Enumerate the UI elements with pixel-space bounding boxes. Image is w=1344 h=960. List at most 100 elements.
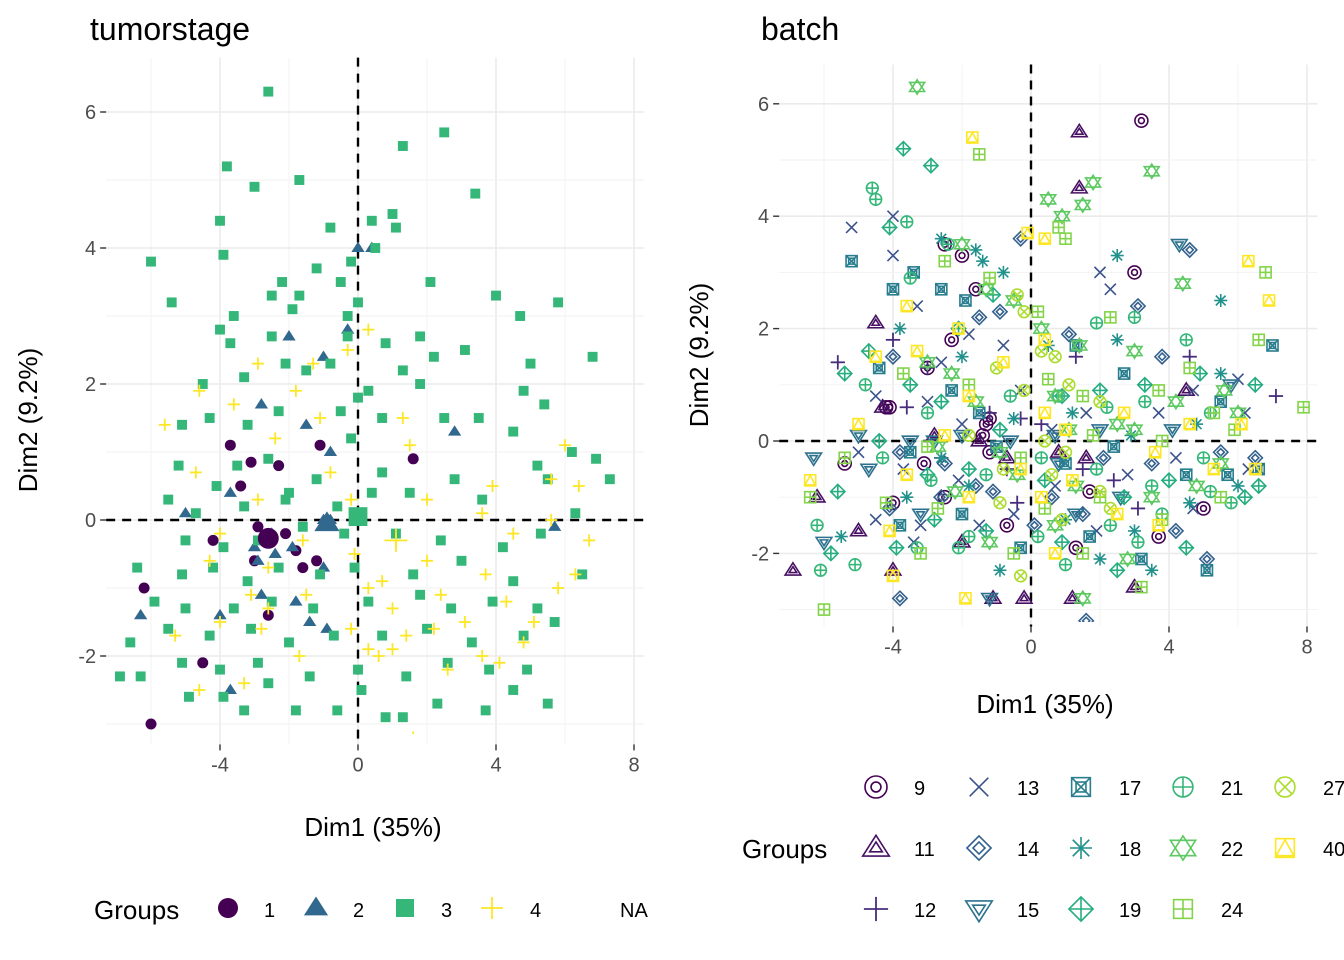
point-group-24 (1183, 361, 1197, 375)
point-group-4 (558, 439, 572, 452)
point-group-3 (391, 222, 401, 233)
legend-item-19: 19 (1067, 895, 1141, 923)
point-group-40 (803, 473, 817, 487)
point-group-22 (1142, 488, 1161, 506)
point-group-21 (1034, 451, 1048, 465)
point-group-22 (1229, 404, 1247, 422)
legend-label-11: 11 (914, 839, 935, 861)
point-group-19 (960, 460, 978, 478)
point-group-4 (441, 663, 454, 676)
point-group-4 (345, 622, 358, 635)
point-group-22 (1166, 393, 1185, 411)
point-group-4 (362, 581, 375, 595)
point-group-4 (476, 649, 489, 663)
point-group-14 (1198, 550, 1216, 568)
point-group-19 (1246, 376, 1264, 394)
point-group-4 (527, 615, 540, 629)
point-group-21 (813, 563, 828, 577)
point-group-3 (408, 569, 419, 580)
point-group-3 (273, 406, 284, 417)
legend-key-1 (218, 898, 238, 918)
point-group-4 (376, 575, 389, 588)
point-group-3 (280, 494, 291, 505)
legend-key-27 (1274, 776, 1296, 798)
point-group-4 (238, 677, 251, 690)
point-group-12 (1182, 349, 1197, 364)
point-group-40 (962, 389, 976, 403)
point-group-18 (1128, 524, 1141, 538)
point-group-19 (922, 157, 940, 174)
point-group-3 (539, 399, 550, 410)
point-group-18 (1214, 367, 1228, 381)
point-group-3 (532, 460, 543, 471)
point-group-3 (249, 181, 260, 192)
point-group-1 (197, 657, 209, 669)
point-group-3 (242, 576, 253, 587)
point-group-21 (876, 451, 890, 465)
point-group-3 (532, 603, 543, 614)
point-group-40 (1110, 507, 1124, 521)
tumorstage-axis-ticks: -4 0 4 8 -2 0 2 4 6 (78, 102, 639, 776)
point-group-3 (484, 664, 495, 675)
point-group-13 (935, 356, 948, 369)
y-tick-label: 6 (85, 102, 96, 124)
point-group-24 (931, 502, 945, 515)
point-group-24 (1041, 372, 1055, 386)
point-group-18 (834, 530, 848, 544)
point-group-19 (822, 545, 840, 562)
legend-item-13: 13 (969, 777, 1039, 800)
point-group-4 (324, 466, 337, 479)
point-group-4 (251, 357, 264, 370)
point-group-3 (294, 290, 305, 301)
point-group-9 (1127, 265, 1142, 280)
point-group-3 (294, 175, 305, 185)
point-group-40 (882, 524, 897, 538)
point-group-17 (1135, 552, 1148, 566)
legend-item-22: 22 (1168, 834, 1243, 862)
point-group-3 (415, 379, 426, 389)
point-group-12 (1010, 495, 1025, 510)
point-group-4 (486, 479, 499, 493)
point-group-22 (928, 437, 947, 456)
point-group-3 (346, 256, 357, 267)
point-group-22 (1173, 275, 1192, 293)
point-group-17 (893, 518, 907, 532)
point-group-12 (920, 360, 935, 376)
point-group-21 (810, 518, 824, 532)
legend-key-12 (863, 896, 889, 922)
point-group-13 (852, 446, 865, 459)
point-group-4 (227, 398, 240, 411)
point-group-27 (1010, 288, 1024, 302)
point-group-21 (979, 468, 993, 482)
point-group-3 (218, 249, 229, 260)
point-group-17 (1266, 339, 1279, 352)
point-group-1 (407, 453, 419, 465)
point-group-3 (228, 311, 239, 321)
point-group-21 (848, 557, 862, 572)
point-group-3 (232, 460, 243, 471)
point-group-21 (1089, 462, 1104, 476)
point-group-4 (289, 384, 302, 397)
point-group-22 (1211, 454, 1230, 473)
point-group-3 (491, 290, 501, 301)
point-group-2 (341, 323, 355, 334)
tumorstage-grid (106, 57, 645, 745)
point-group-13 (1242, 463, 1255, 476)
point-group-19 (901, 376, 919, 394)
point-group-2 (447, 425, 462, 436)
x-tick-label: 0 (1025, 636, 1036, 658)
point-group-21 (865, 181, 879, 195)
point-group-3 (218, 542, 229, 553)
point-group-3 (428, 351, 439, 362)
point-group-4 (251, 493, 264, 506)
point-group-3 (163, 623, 174, 634)
point-group-3 (508, 685, 519, 695)
point-group-3 (515, 311, 526, 321)
centroid-group-3 (348, 507, 368, 527)
point-group-40 (1234, 417, 1249, 431)
point-group-3 (239, 501, 250, 512)
y-tick-label: 2 (758, 319, 769, 341)
series-21 (810, 181, 1238, 577)
point-group-3 (215, 215, 225, 226)
point-group-4 (193, 384, 206, 397)
